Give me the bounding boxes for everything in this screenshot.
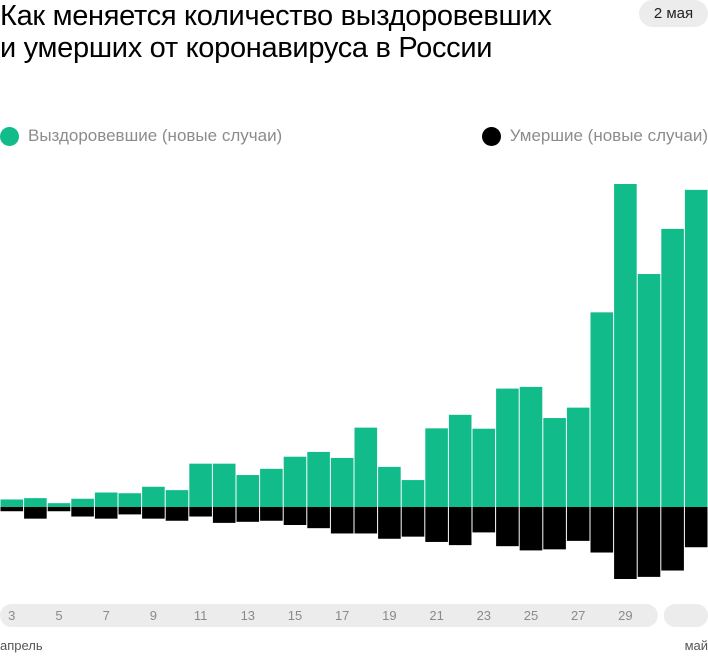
bar-deaths — [614, 507, 637, 579]
bar-deaths — [543, 507, 566, 550]
bar-recovered — [378, 466, 401, 507]
x-tick-label: 9 — [150, 608, 157, 623]
bar-deaths — [307, 507, 330, 529]
bar-deaths — [142, 507, 165, 519]
bar-deaths — [47, 507, 71, 512]
bar-deaths — [283, 507, 307, 525]
bar-deaths — [448, 507, 472, 546]
date-badge: 2 мая — [639, 0, 708, 27]
bar-deaths — [425, 507, 448, 542]
bar-deaths — [236, 507, 260, 522]
bar-recovered — [496, 388, 519, 507]
x-tick-label: 11 — [194, 608, 208, 623]
bar-recovered — [637, 274, 661, 507]
bar-recovered — [24, 498, 47, 507]
month-label-may: май — [684, 638, 708, 653]
bar-recovered — [165, 490, 189, 507]
bar-deaths — [71, 507, 94, 517]
legend-dot-deaths — [481, 126, 501, 146]
x-tick-label: 21 — [429, 608, 443, 623]
bar-recovered — [661, 228, 684, 508]
x-tick-label: 17 — [335, 608, 349, 623]
bar-recovered — [448, 414, 472, 507]
axis-track-may — [663, 604, 708, 627]
bar-recovered — [189, 463, 212, 507]
bar-recovered — [118, 493, 142, 507]
bar-deaths — [260, 507, 283, 521]
bar-recovered — [472, 428, 496, 507]
legend-item-deaths: Умершие (новые случаи) — [481, 126, 708, 146]
legend-dot-recovered — [0, 126, 19, 146]
bar-deaths — [496, 507, 519, 547]
x-tick-label: 23 — [477, 608, 491, 623]
bar-deaths — [0, 507, 24, 512]
x-tick-label: 19 — [382, 608, 396, 623]
bar-deaths — [118, 507, 142, 515]
bar-deaths — [354, 507, 378, 534]
x-tick-label: 25 — [524, 608, 538, 623]
legend-label-deaths: Умершие (новые случаи) — [509, 126, 708, 145]
bar-recovered — [212, 463, 236, 507]
bar-recovered — [71, 498, 94, 507]
bar-deaths — [472, 507, 496, 533]
bar-recovered — [684, 189, 708, 507]
axis-track-april — [0, 604, 658, 627]
bar-deaths — [94, 507, 118, 519]
bar-deaths — [330, 507, 354, 534]
chart-title: Как меняется количество выздоровевших и … — [0, 0, 552, 64]
month-label-april: апрель — [0, 638, 43, 653]
bar-recovered — [260, 468, 283, 507]
x-tick-label: 27 — [571, 608, 585, 623]
bar-recovered — [47, 503, 71, 507]
bar-recovered — [543, 418, 566, 507]
x-tick-label: 29 — [618, 608, 632, 623]
x-tick-label: 15 — [288, 608, 302, 623]
bar-deaths — [378, 507, 401, 539]
bar-recovered — [566, 407, 590, 507]
bar-recovered — [330, 457, 354, 507]
bar-deaths — [212, 507, 236, 523]
bar-recovered — [614, 184, 637, 507]
bar-recovered — [142, 486, 165, 507]
bar-recovered — [401, 480, 425, 507]
bar-recovered — [236, 475, 260, 507]
bar-recovered — [307, 451, 330, 507]
bar-recovered — [590, 312, 614, 507]
bar-recovered — [0, 499, 24, 507]
x-tick-label: 7 — [103, 608, 110, 623]
bar-deaths — [637, 507, 661, 577]
x-tick-label: 5 — [55, 608, 62, 623]
bar-deaths — [165, 507, 189, 521]
bar-deaths — [566, 507, 590, 541]
bar-recovered — [283, 456, 307, 507]
bar-deaths — [519, 507, 543, 551]
legend-item-recovered: Выздоровевшие (новые случаи) — [0, 126, 282, 146]
bar-deaths — [401, 507, 425, 537]
bar-recovered — [354, 427, 378, 507]
bar-deaths — [661, 507, 684, 571]
bar-recovered — [519, 386, 543, 507]
bar-recovered — [94, 492, 118, 507]
x-tick-label: 13 — [241, 608, 255, 623]
bar-deaths — [684, 507, 708, 548]
bar-deaths — [590, 507, 614, 553]
x-tick-label: 3 — [8, 608, 15, 623]
bar-deaths — [24, 507, 47, 519]
bar-recovered — [425, 428, 448, 507]
legend-label-recovered: Выздоровевшие (новые случаи) — [28, 126, 283, 145]
bar-deaths — [189, 507, 212, 517]
